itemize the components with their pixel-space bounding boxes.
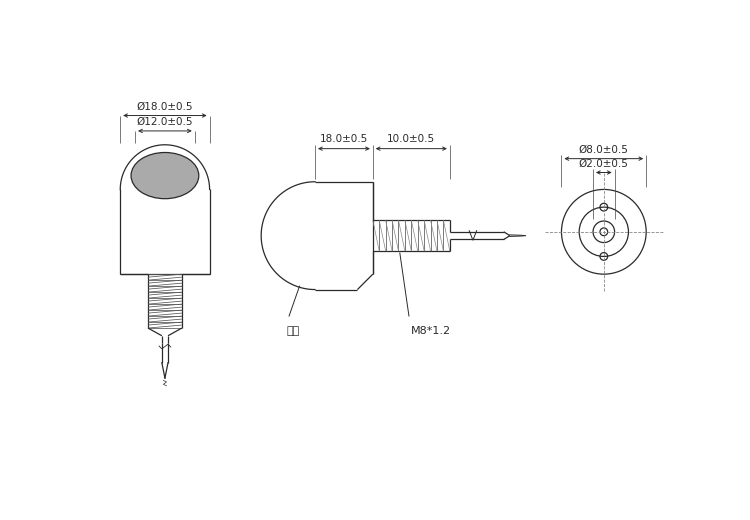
Text: M8*1.2: M8*1.2	[411, 326, 452, 336]
Ellipse shape	[131, 152, 199, 199]
Text: Ø12.0±0.5: Ø12.0±0.5	[136, 117, 194, 127]
Text: Ø18.0±0.5: Ø18.0±0.5	[136, 102, 194, 112]
Text: Ø8.0±0.5: Ø8.0±0.5	[579, 145, 628, 155]
Text: 10.0±0.5: 10.0±0.5	[387, 134, 436, 144]
Text: 18.0±0.5: 18.0±0.5	[320, 134, 368, 144]
Text: 塑壳: 塑壳	[286, 326, 300, 336]
Text: Ø2.0±0.5: Ø2.0±0.5	[579, 159, 628, 168]
